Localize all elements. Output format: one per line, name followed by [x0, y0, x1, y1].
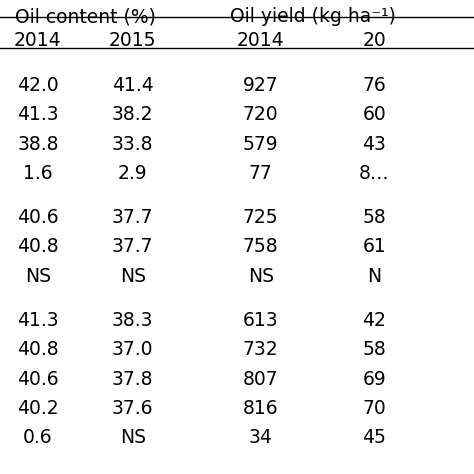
Text: 60: 60 — [363, 105, 386, 124]
Text: 33.8: 33.8 — [112, 135, 154, 154]
Text: Oil content (%): Oil content (%) — [15, 7, 156, 26]
Text: 758: 758 — [243, 237, 279, 256]
Text: 61: 61 — [363, 237, 386, 256]
Text: NS: NS — [120, 428, 146, 447]
Text: 42.0: 42.0 — [17, 76, 59, 95]
Text: 1.6: 1.6 — [23, 164, 53, 183]
Text: 40.8: 40.8 — [17, 237, 59, 256]
Text: 40.2: 40.2 — [17, 399, 59, 418]
Text: 720: 720 — [243, 105, 279, 124]
Text: 70: 70 — [363, 399, 386, 418]
Text: NS: NS — [25, 267, 51, 286]
Text: 2014: 2014 — [14, 31, 62, 50]
Text: 579: 579 — [243, 135, 279, 154]
Text: 41.4: 41.4 — [112, 76, 154, 95]
Text: Oil yield (kg ha⁻¹): Oil yield (kg ha⁻¹) — [230, 7, 396, 26]
Text: 732: 732 — [243, 340, 279, 359]
Text: 40.6: 40.6 — [17, 208, 59, 227]
Text: 20: 20 — [363, 31, 386, 50]
Text: 69: 69 — [363, 370, 386, 389]
Text: N: N — [367, 267, 382, 286]
Text: 816: 816 — [243, 399, 279, 418]
Text: 42: 42 — [363, 311, 386, 330]
Text: 76: 76 — [363, 76, 386, 95]
Text: 77: 77 — [249, 164, 273, 183]
Text: 2014: 2014 — [237, 31, 284, 50]
Text: 613: 613 — [243, 311, 279, 330]
Text: NS: NS — [248, 267, 273, 286]
Text: 38.3: 38.3 — [112, 311, 154, 330]
Text: 807: 807 — [243, 370, 279, 389]
Text: 45: 45 — [363, 428, 386, 447]
Text: 38.2: 38.2 — [112, 105, 154, 124]
Text: 2.9: 2.9 — [118, 164, 147, 183]
Text: 725: 725 — [243, 208, 279, 227]
Text: 41.3: 41.3 — [17, 311, 59, 330]
Text: 41.3: 41.3 — [17, 105, 59, 124]
Text: 37.8: 37.8 — [112, 370, 154, 389]
Text: 0.6: 0.6 — [23, 428, 53, 447]
Text: 58: 58 — [363, 208, 386, 227]
Text: NS: NS — [120, 267, 146, 286]
Text: 37.7: 37.7 — [112, 237, 154, 256]
Text: 8…: 8… — [359, 164, 390, 183]
Text: 40.8: 40.8 — [17, 340, 59, 359]
Text: 34: 34 — [249, 428, 273, 447]
Text: 58: 58 — [363, 340, 386, 359]
Text: 40.6: 40.6 — [17, 370, 59, 389]
Text: 37.6: 37.6 — [112, 399, 154, 418]
Text: 37.7: 37.7 — [112, 208, 154, 227]
Text: 37.0: 37.0 — [112, 340, 154, 359]
Text: 2015: 2015 — [109, 31, 156, 50]
Text: 38.8: 38.8 — [17, 135, 59, 154]
Text: 43: 43 — [363, 135, 386, 154]
Text: 927: 927 — [243, 76, 279, 95]
